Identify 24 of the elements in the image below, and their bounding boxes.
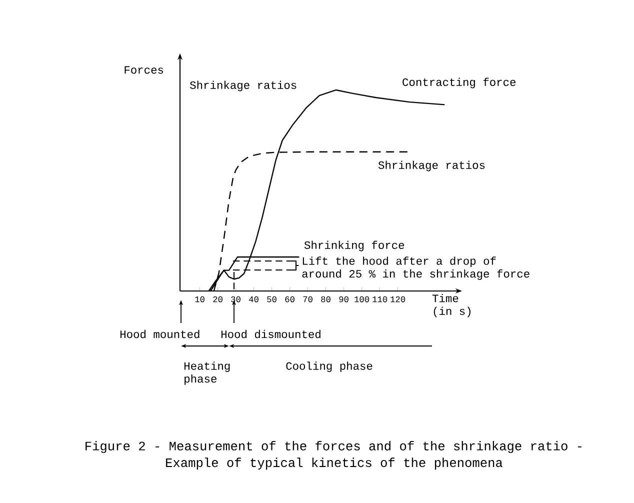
x-tick-label: 120 — [390, 296, 406, 302]
annotation: Shrinkage ratios — [190, 80, 296, 92]
x-tick-label: 110 — [372, 296, 388, 302]
series-label: Contracting force — [402, 78, 516, 88]
x-tick-label: 20 — [213, 296, 222, 302]
y-axis-title: Forces — [124, 66, 164, 74]
x-tick-label: 60 — [285, 296, 294, 302]
x-tick-label: 80 — [321, 296, 330, 302]
series-label: Shrinking force — [304, 240, 404, 252]
text: Cooling phase — [286, 362, 372, 372]
text: Heating phase — [184, 362, 230, 385]
x-tick-label: 70 — [303, 296, 312, 302]
text: Figure 2 - Measurement of the forces and of the shrinkage ratio - Example of typical kinetics of the phenomena — [86, 441, 582, 470]
x-tick-label: 30 — [231, 296, 240, 302]
x-tick-label: 50 — [267, 296, 276, 302]
text: Hood mounted — [120, 330, 200, 338]
series-label: Shrinkage ratios — [378, 160, 485, 172]
x-tick-label: 90 — [339, 296, 348, 302]
x-tick-label: 10 — [195, 296, 204, 302]
x-tick-label: 40 — [249, 296, 258, 302]
text: Hood dismounted — [221, 330, 320, 338]
annotation: Lift the hood after a drop of around 25 % in the shrinkage force — [302, 256, 530, 280]
x-tick-label: 100 — [354, 296, 370, 302]
x-axis-title: Time (in s) — [432, 294, 470, 318]
